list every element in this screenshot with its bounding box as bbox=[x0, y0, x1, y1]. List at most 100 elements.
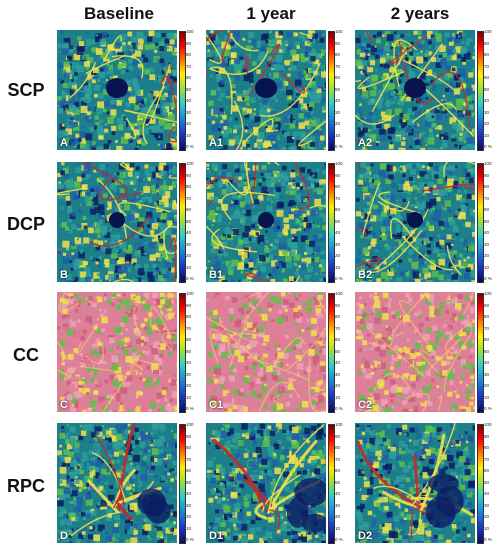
colorbar-tick-label: 40 bbox=[186, 98, 192, 104]
panel-c1: C1 100 90 80 70 60 50 40 30 20 10 0 % bbox=[206, 291, 356, 413]
panel-d2: D2 100 90 80 70 60 50 40 30 20 10 0 % bbox=[355, 422, 502, 544]
colorbar-tick-label: 90 bbox=[484, 433, 490, 439]
colorbar-tick-label: 60 bbox=[186, 468, 192, 474]
colorbar bbox=[328, 163, 335, 283]
colorbar-tick-label: 40 bbox=[186, 230, 192, 236]
colorbar-tick-label: 0 % bbox=[186, 406, 194, 412]
colorbar-tick-label: 10 bbox=[186, 525, 192, 531]
octa-density-map: A1 bbox=[206, 30, 326, 150]
row-heading-scp: SCP bbox=[7, 80, 45, 100]
colorbar-tick-label: 50 bbox=[186, 348, 192, 354]
colorbar-tick-label: 0 % bbox=[484, 537, 492, 543]
colorbar-tick-label: 0 % bbox=[484, 144, 492, 150]
panel-d: D 100 90 80 70 60 50 40 30 20 10 0 % bbox=[57, 422, 207, 544]
colorbar bbox=[477, 424, 484, 544]
colorbar-tick-label: 50 bbox=[484, 479, 490, 485]
octa-density-map: C bbox=[57, 292, 177, 412]
panel-b2: B2 100 90 80 70 60 50 40 30 20 10 0 % bbox=[355, 161, 502, 283]
octa-density-map: C2 bbox=[355, 292, 475, 412]
colorbar-tick-label: 80 bbox=[186, 445, 192, 451]
panel-letter: D1 bbox=[209, 530, 224, 542]
colorbar-tick-label: 100 bbox=[186, 422, 194, 427]
colorbar-tick-label: 100 bbox=[484, 161, 492, 166]
colorbar-tick-label: 40 bbox=[335, 360, 341, 366]
colorbar-tick-label: 80 bbox=[186, 184, 192, 190]
panel-letter: C1 bbox=[209, 399, 224, 411]
colorbar-tick-label: 40 bbox=[335, 98, 341, 104]
colorbar-tick-label: 50 bbox=[186, 218, 192, 224]
colorbar-tick-label: 0 % bbox=[335, 144, 343, 150]
colorbar-tick-label: 30 bbox=[186, 109, 192, 115]
colorbar-tick-label: 50 bbox=[335, 348, 341, 354]
colorbar-tick-label: 80 bbox=[335, 52, 341, 58]
colorbar-tick-label: 90 bbox=[335, 40, 341, 46]
colorbar-tick-label: 80 bbox=[484, 445, 490, 451]
panel-letter: B1 bbox=[209, 269, 224, 281]
colorbar-tick-label: 30 bbox=[186, 371, 192, 377]
colorbar-tick-label: 90 bbox=[484, 172, 490, 178]
octa-density-map: A2 bbox=[355, 30, 475, 150]
panel-letter: B2 bbox=[358, 269, 373, 281]
colorbar-tick-label: 80 bbox=[335, 445, 341, 451]
octa-density-map: A bbox=[57, 30, 177, 150]
panel-d1: D1 100 90 80 70 60 50 40 30 20 10 0 % bbox=[206, 422, 356, 544]
colorbar-tick-label: 0 % bbox=[484, 276, 492, 282]
colorbar bbox=[328, 31, 335, 151]
colorbar-tick-label: 30 bbox=[484, 371, 490, 377]
colorbar-tick-label: 60 bbox=[484, 337, 490, 343]
panel-a1: A1 100 90 80 70 60 50 40 30 20 10 0 % bbox=[206, 29, 356, 151]
colorbar-tick-label: 40 bbox=[484, 360, 490, 366]
colorbar-tick-label: 100 bbox=[335, 422, 343, 427]
colorbar-tick-label: 50 bbox=[186, 479, 192, 485]
colorbar-tick-label: 100 bbox=[335, 29, 343, 34]
colorbar-tick-label: 30 bbox=[335, 371, 341, 377]
colorbar-tick-label: 20 bbox=[335, 383, 341, 389]
colorbar-tick-label: 10 bbox=[186, 132, 192, 138]
colorbar-tick-label: 90 bbox=[186, 40, 192, 46]
colorbar-tick-label: 90 bbox=[484, 40, 490, 46]
colorbar bbox=[477, 31, 484, 151]
colorbar-tick-label: 60 bbox=[484, 207, 490, 213]
colorbar-tick-label: 70 bbox=[484, 63, 490, 69]
colorbar-tick-label: 60 bbox=[484, 75, 490, 81]
colorbar-tick-label: 90 bbox=[335, 433, 341, 439]
colorbar-tick-label: 70 bbox=[335, 456, 341, 462]
colorbar-tick-label: 10 bbox=[335, 394, 341, 400]
colorbar-ticks: 100 90 80 70 60 50 40 30 20 10 0 % bbox=[484, 161, 502, 282]
colorbar-tick-label: 50 bbox=[335, 479, 341, 485]
colorbar-ticks: 100 90 80 70 60 50 40 30 20 10 0 % bbox=[335, 29, 355, 150]
panel-letter: B bbox=[60, 269, 68, 281]
colorbar-tick-label: 50 bbox=[484, 218, 490, 224]
panel-c: C 100 90 80 70 60 50 40 30 20 10 0 % bbox=[57, 291, 207, 413]
colorbar-tick-label: 100 bbox=[484, 291, 492, 296]
panel-letter: A1 bbox=[209, 137, 224, 149]
colorbar-tick-label: 80 bbox=[484, 314, 490, 320]
colorbar-tick-label: 50 bbox=[186, 86, 192, 92]
colorbar-tick-label: 100 bbox=[335, 161, 343, 166]
colorbar-tick-label: 90 bbox=[335, 302, 341, 308]
row-heading-dcp: DCP bbox=[6, 214, 45, 234]
colorbar-tick-label: 70 bbox=[186, 456, 192, 462]
colorbar-tick-label: 80 bbox=[186, 52, 192, 58]
colorbar-tick-label: 80 bbox=[335, 314, 341, 320]
colorbar-tick-label: 60 bbox=[335, 337, 341, 343]
colorbar-tick-label: 90 bbox=[484, 302, 490, 308]
panel-letter: A bbox=[60, 137, 68, 149]
colorbar-tick-label: 70 bbox=[484, 195, 490, 201]
colorbar-tick-label: 10 bbox=[186, 264, 192, 270]
colorbar-tick-label: 70 bbox=[335, 63, 341, 69]
column-heading-baseline: Baseline bbox=[84, 4, 154, 23]
colorbar-tick-label: 10 bbox=[335, 132, 341, 138]
octa-density-map: D bbox=[57, 423, 177, 543]
colorbar-tick-label: 30 bbox=[186, 241, 192, 247]
panel-letter: D2 bbox=[358, 530, 373, 542]
colorbar-tick-label: 20 bbox=[186, 121, 192, 127]
colorbar-tick-label: 50 bbox=[484, 86, 490, 92]
colorbar-tick-label: 80 bbox=[335, 184, 341, 190]
colorbar-tick-label: 20 bbox=[484, 383, 490, 389]
octa-density-map: D2 bbox=[355, 423, 475, 543]
colorbar-tick-label: 20 bbox=[484, 121, 490, 127]
colorbar-tick-label: 0 % bbox=[186, 144, 194, 150]
colorbar-tick-label: 40 bbox=[186, 360, 192, 366]
colorbar-tick-label: 0 % bbox=[186, 537, 194, 543]
